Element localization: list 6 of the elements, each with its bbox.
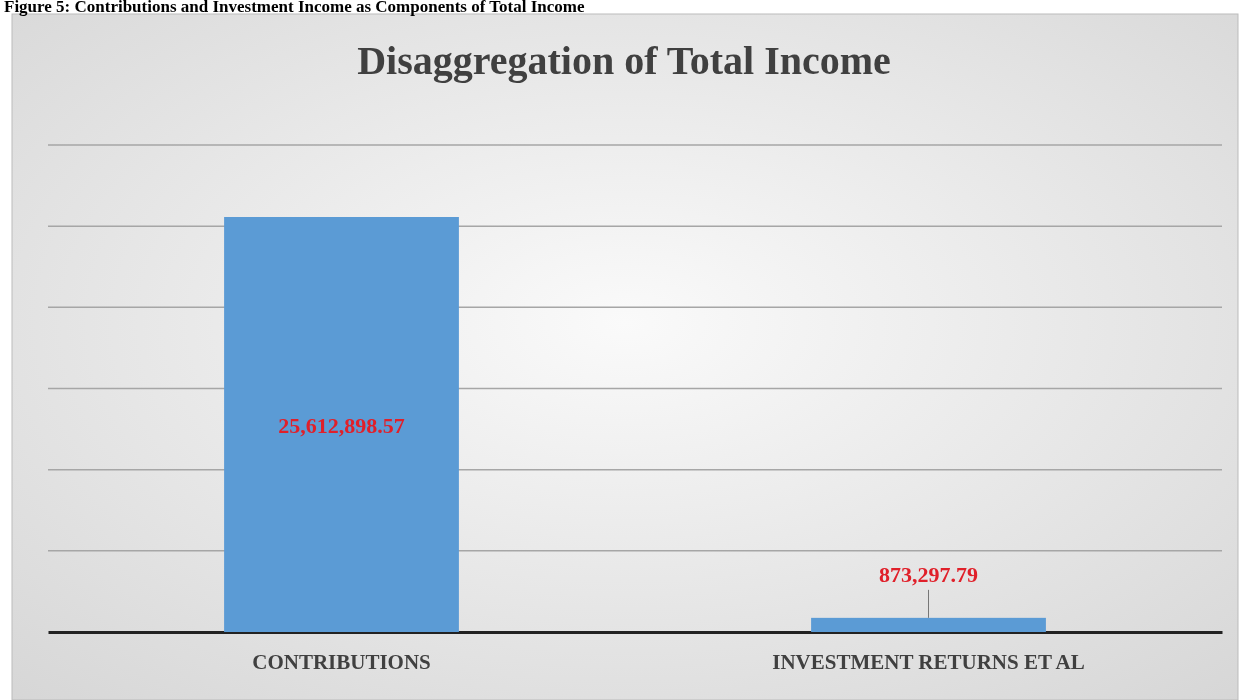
data-label: 873,297.79 — [879, 561, 978, 587]
data-label: 25,612,898.57 — [278, 412, 405, 438]
x-tick-label: CONTRIBUTIONS — [252, 649, 431, 674]
x-tick-label: INVESTMENT RETURNS ET AL — [772, 649, 1085, 674]
caption: Figure 5: Contributions and Investment Income as Components of Total Income — [4, 0, 586, 16]
chart-title: Disaggregation of Total Income — [357, 38, 891, 83]
